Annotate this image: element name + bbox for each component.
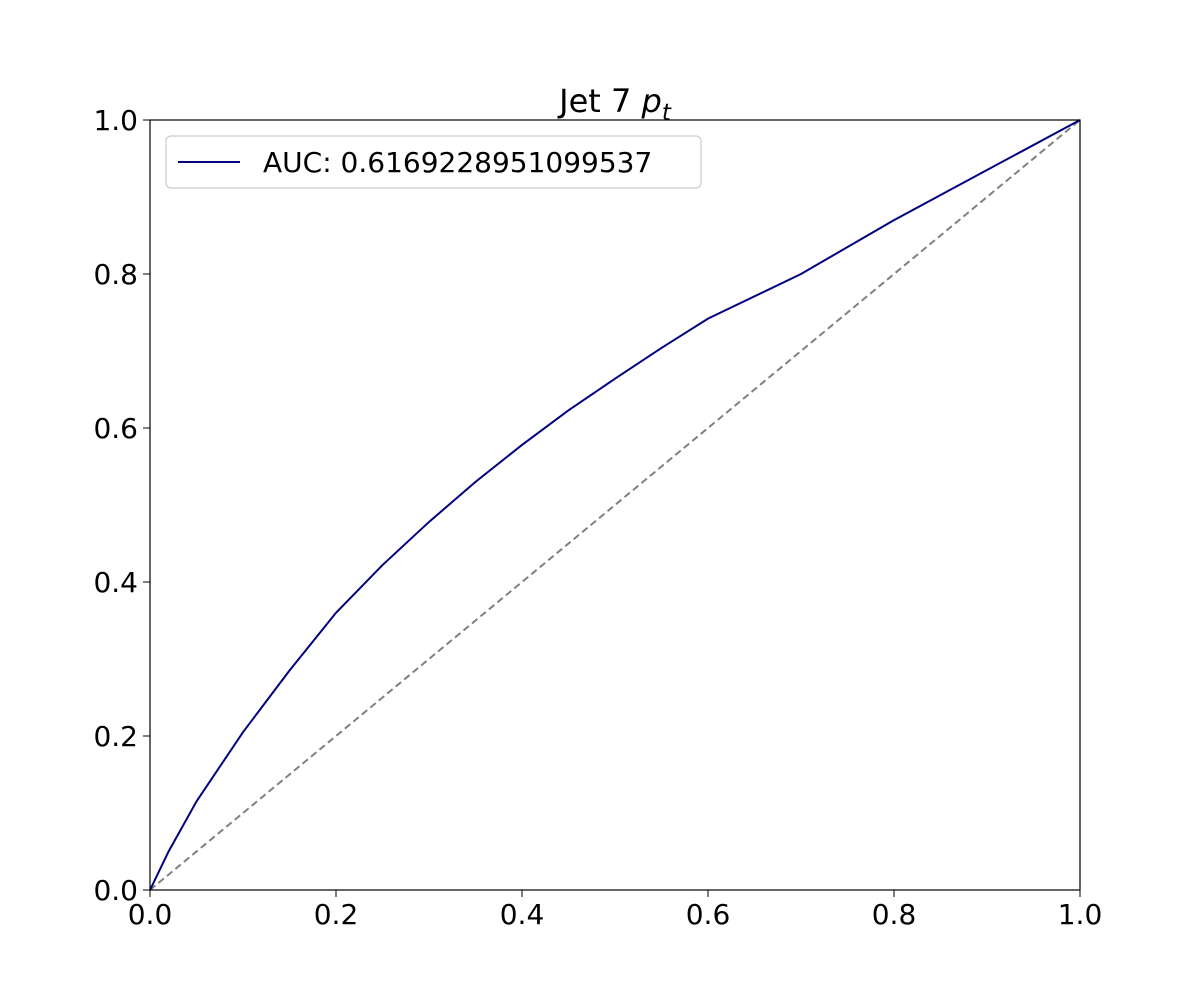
plot-frame [149, 119, 1081, 891]
y-tick-label: 0.8 [93, 258, 138, 291]
roc-line [149, 119, 1081, 891]
legend-box [165, 135, 702, 189]
reference-line [149, 119, 1081, 891]
title-symbol: p [641, 82, 662, 120]
x-tick-label: 0.8 [872, 898, 917, 931]
x-tick-label: 0.6 [686, 898, 731, 931]
y-tick-label: 0.4 [93, 566, 138, 599]
x-tick-label: 0.4 [500, 898, 545, 931]
x-tick-label: 0.2 [314, 898, 359, 931]
legend-label: AUC: 0.6169228951099537 [263, 146, 652, 179]
y-tick-label: 0.6 [93, 412, 138, 445]
title-subscript: t [662, 100, 672, 126]
x-tick-label: 0.0 [128, 898, 173, 931]
y-tick-label: 0.2 [93, 720, 138, 753]
title-text: Jet 7 [557, 82, 641, 120]
chart-title: Jet 7 pt [557, 82, 672, 126]
x-tick-label: 1.0 [1058, 898, 1103, 931]
y-tick-label: 0.0 [93, 874, 138, 907]
y-tick-label: 1.0 [93, 104, 138, 137]
